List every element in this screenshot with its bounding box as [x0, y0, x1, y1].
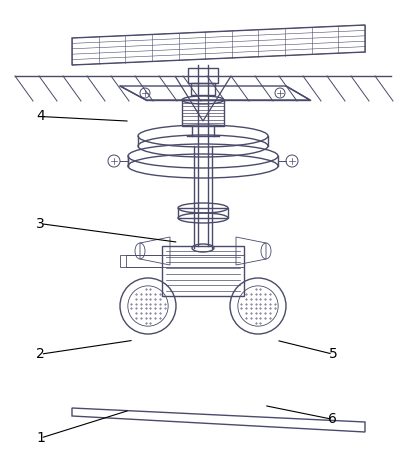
Text: 5: 5: [328, 347, 337, 361]
Bar: [190, 83, 215, 95]
Bar: [188, 68, 217, 83]
Bar: [181, 100, 224, 126]
Bar: [177, 208, 228, 218]
Text: 6: 6: [328, 412, 337, 426]
Text: 2: 2: [36, 347, 45, 361]
Bar: [162, 246, 243, 296]
Bar: [126, 255, 243, 267]
Text: 3: 3: [36, 217, 45, 231]
Text: 1: 1: [36, 431, 45, 445]
Bar: [120, 255, 162, 267]
Text: 4: 4: [36, 110, 45, 123]
